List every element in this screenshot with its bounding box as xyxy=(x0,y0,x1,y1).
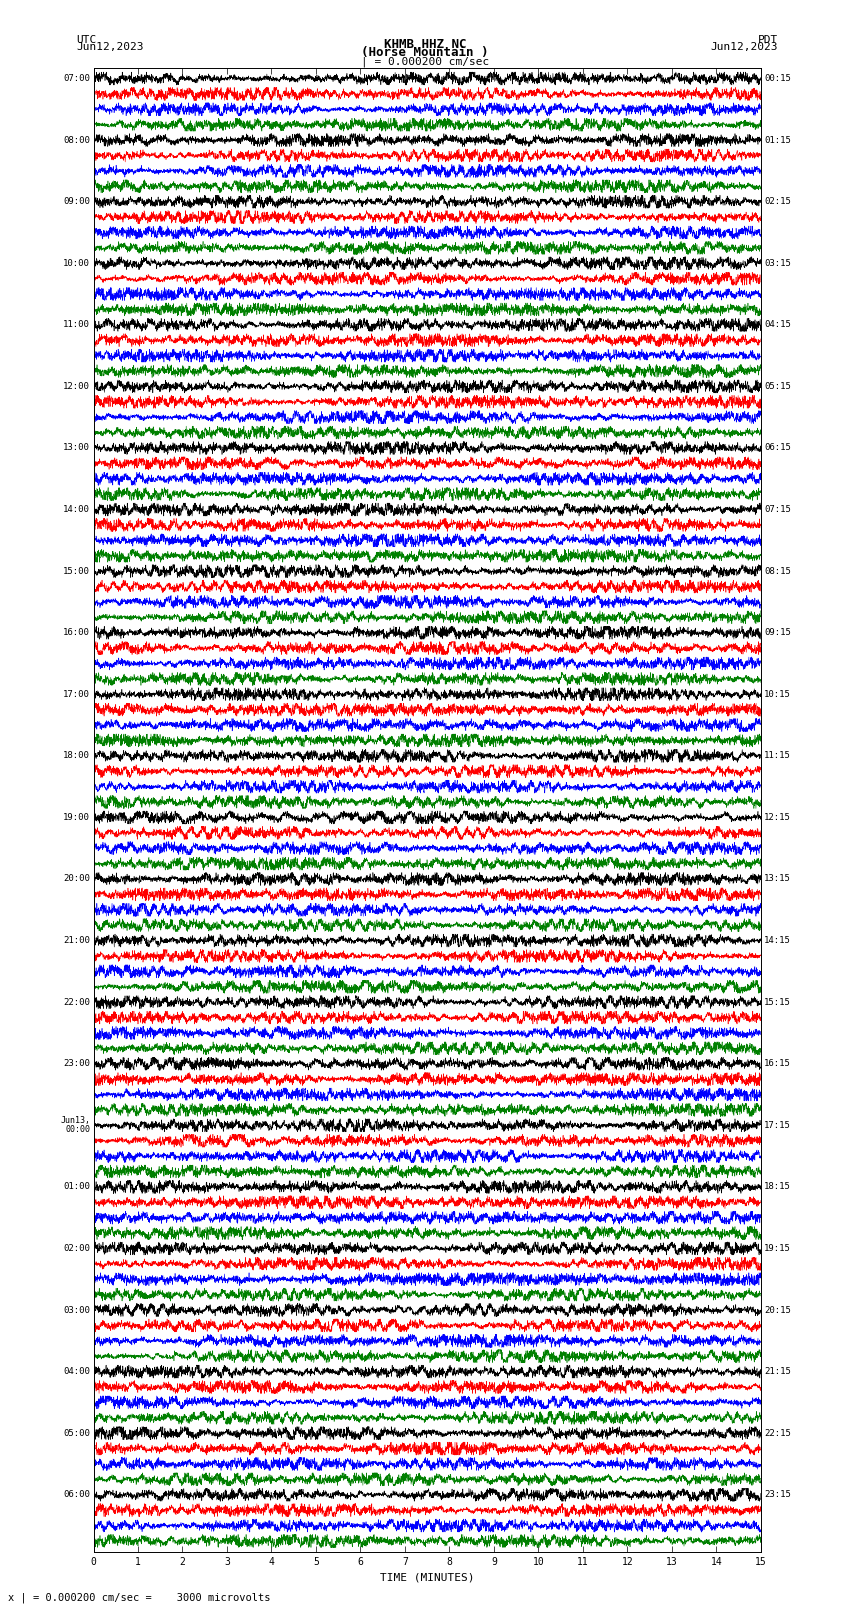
Text: 13:15: 13:15 xyxy=(764,874,791,884)
Text: 10:15: 10:15 xyxy=(764,690,791,698)
Text: 12:00: 12:00 xyxy=(63,382,90,390)
Text: 01:15: 01:15 xyxy=(764,135,791,145)
Text: 06:15: 06:15 xyxy=(764,444,791,453)
Text: 04:15: 04:15 xyxy=(764,321,791,329)
Text: KHMB HHZ NC: KHMB HHZ NC xyxy=(383,37,467,52)
Text: 08:00: 08:00 xyxy=(63,135,90,145)
Text: 21:15: 21:15 xyxy=(764,1368,791,1376)
Text: 01:00: 01:00 xyxy=(63,1182,90,1192)
Text: 05:00: 05:00 xyxy=(63,1429,90,1437)
Text: 19:15: 19:15 xyxy=(764,1244,791,1253)
Text: 17:15: 17:15 xyxy=(764,1121,791,1129)
Text: UTC: UTC xyxy=(76,35,97,45)
Text: Jun12,2023: Jun12,2023 xyxy=(76,42,144,52)
Text: 20:00: 20:00 xyxy=(63,874,90,884)
Text: | = 0.000200 cm/sec: | = 0.000200 cm/sec xyxy=(361,56,489,68)
Text: 23:15: 23:15 xyxy=(764,1490,791,1498)
Text: PDT: PDT xyxy=(757,35,778,45)
Text: 22:00: 22:00 xyxy=(63,998,90,1007)
Text: 09:00: 09:00 xyxy=(63,197,90,206)
Text: 18:00: 18:00 xyxy=(63,752,90,760)
Text: 00:15: 00:15 xyxy=(764,74,791,82)
Text: 15:00: 15:00 xyxy=(63,566,90,576)
Text: 14:15: 14:15 xyxy=(764,936,791,945)
Text: 08:15: 08:15 xyxy=(764,566,791,576)
Text: 16:00: 16:00 xyxy=(63,627,90,637)
Text: (Horse Mountain ): (Horse Mountain ) xyxy=(361,45,489,60)
Text: 07:15: 07:15 xyxy=(764,505,791,515)
Text: Jun13,: Jun13, xyxy=(60,1116,90,1126)
Text: 02:00: 02:00 xyxy=(63,1244,90,1253)
Text: 11:00: 11:00 xyxy=(63,321,90,329)
Text: 02:15: 02:15 xyxy=(764,197,791,206)
Text: 03:15: 03:15 xyxy=(764,258,791,268)
Text: 13:00: 13:00 xyxy=(63,444,90,453)
Text: 11:15: 11:15 xyxy=(764,752,791,760)
Text: 10:00: 10:00 xyxy=(63,258,90,268)
Text: 15:15: 15:15 xyxy=(764,998,791,1007)
Text: 06:00: 06:00 xyxy=(63,1490,90,1498)
Text: 16:15: 16:15 xyxy=(764,1060,791,1068)
Text: x | = 0.000200 cm/sec =    3000 microvolts: x | = 0.000200 cm/sec = 3000 microvolts xyxy=(8,1592,271,1603)
Text: 23:00: 23:00 xyxy=(63,1060,90,1068)
Text: 09:15: 09:15 xyxy=(764,627,791,637)
Text: 04:00: 04:00 xyxy=(63,1368,90,1376)
Text: 22:15: 22:15 xyxy=(764,1429,791,1437)
Text: 18:15: 18:15 xyxy=(764,1182,791,1192)
X-axis label: TIME (MINUTES): TIME (MINUTES) xyxy=(380,1573,474,1582)
Text: 20:15: 20:15 xyxy=(764,1305,791,1315)
Text: 21:00: 21:00 xyxy=(63,936,90,945)
Text: 14:00: 14:00 xyxy=(63,505,90,515)
Text: Jun12,2023: Jun12,2023 xyxy=(711,42,778,52)
Text: 00:00: 00:00 xyxy=(65,1126,90,1134)
Text: 17:00: 17:00 xyxy=(63,690,90,698)
Text: 03:00: 03:00 xyxy=(63,1305,90,1315)
Text: 12:15: 12:15 xyxy=(764,813,791,823)
Text: 05:15: 05:15 xyxy=(764,382,791,390)
Text: 19:00: 19:00 xyxy=(63,813,90,823)
Text: 07:00: 07:00 xyxy=(63,74,90,82)
